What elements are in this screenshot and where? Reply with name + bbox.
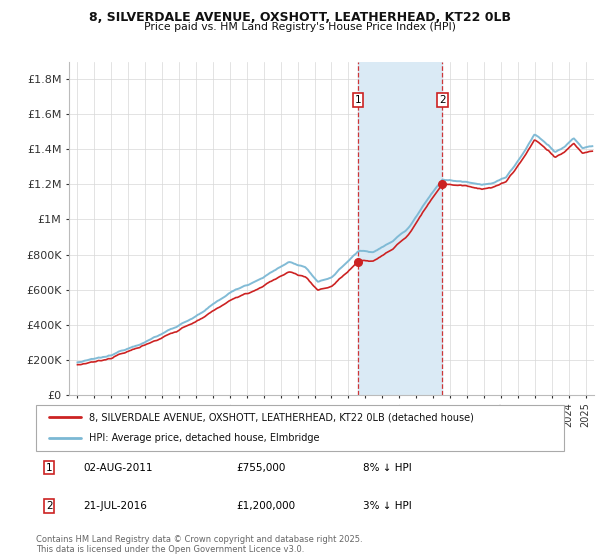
Text: 8, SILVERDALE AVENUE, OXSHOTT, LEATHERHEAD, KT22 0LB (detached house): 8, SILVERDALE AVENUE, OXSHOTT, LEATHERHE… [89,412,473,422]
Text: 8% ↓ HPI: 8% ↓ HPI [364,463,412,473]
Text: Contains HM Land Registry data © Crown copyright and database right 2025.
This d: Contains HM Land Registry data © Crown c… [36,535,362,554]
Text: 3% ↓ HPI: 3% ↓ HPI [364,501,412,511]
Bar [358,62,442,395]
Text: £1,200,000: £1,200,000 [236,501,296,511]
Text: 2: 2 [46,501,53,511]
Text: 21-JUL-2016: 21-JUL-2016 [83,501,148,511]
Text: 2: 2 [439,95,446,105]
Text: 8, SILVERDALE AVENUE, OXSHOTT, LEATHERHEAD, KT22 0LB: 8, SILVERDALE AVENUE, OXSHOTT, LEATHERHE… [89,11,511,24]
Text: Price paid vs. HM Land Registry's House Price Index (HPI): Price paid vs. HM Land Registry's House … [144,22,456,32]
Text: 1: 1 [355,95,362,105]
Text: HPI: Average price, detached house, Elmbridge: HPI: Average price, detached house, Elmb… [89,433,319,444]
FancyBboxPatch shape [36,405,564,451]
Text: 1: 1 [46,463,53,473]
Text: £755,000: £755,000 [236,463,286,473]
Text: 02-AUG-2011: 02-AUG-2011 [83,463,153,473]
